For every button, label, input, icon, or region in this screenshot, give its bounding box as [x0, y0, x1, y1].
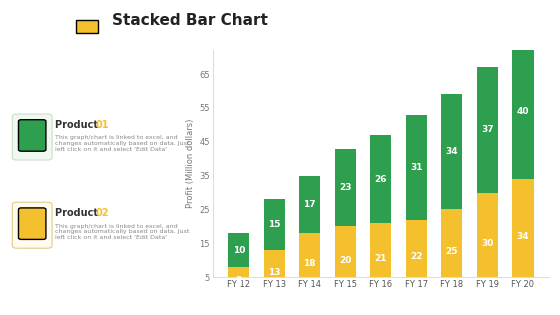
Bar: [228, 267, 249, 294]
Text: 02: 02: [96, 208, 109, 218]
Bar: [405, 115, 427, 220]
Text: 15: 15: [268, 220, 281, 229]
Text: 30: 30: [481, 239, 493, 248]
Bar: [405, 220, 427, 294]
Text: 01: 01: [96, 120, 109, 130]
Text: This graph/chart is linked to excel, and
changes automatically based on data. Ju: This graph/chart is linked to excel, and…: [55, 224, 189, 240]
Bar: [477, 192, 498, 294]
Text: This graph/chart is linked to excel, and
changes automatically based on data. Ju: This graph/chart is linked to excel, and…: [55, 135, 189, 152]
Bar: [512, 179, 534, 294]
Text: 10: 10: [232, 246, 245, 255]
Bar: [441, 94, 463, 209]
Text: Stacked Bar Chart: Stacked Bar Chart: [112, 13, 268, 28]
Text: 18: 18: [304, 259, 316, 268]
Text: 17: 17: [304, 200, 316, 209]
Text: 13: 13: [268, 268, 281, 277]
Text: Product: Product: [55, 120, 101, 130]
Text: 22: 22: [410, 252, 423, 261]
Text: 23: 23: [339, 183, 352, 192]
Text: 37: 37: [481, 125, 494, 135]
Bar: [370, 135, 391, 223]
Bar: [299, 233, 320, 294]
Bar: [441, 209, 463, 294]
Bar: [264, 250, 285, 294]
Text: 26: 26: [375, 175, 387, 184]
Bar: [335, 149, 356, 226]
Text: Product: Product: [55, 208, 101, 218]
Text: 20: 20: [339, 256, 352, 265]
Text: 25: 25: [446, 247, 458, 256]
Bar: [264, 199, 285, 250]
Text: 8: 8: [236, 276, 242, 285]
Bar: [370, 223, 391, 294]
Bar: [477, 67, 498, 192]
Bar: [335, 226, 356, 294]
Y-axis label: Profit (Million dollars): Profit (Million dollars): [186, 119, 195, 209]
Text: 34: 34: [516, 232, 529, 241]
Text: 40: 40: [517, 107, 529, 116]
Bar: [299, 176, 320, 233]
Bar: [228, 233, 249, 267]
Text: 31: 31: [410, 163, 423, 172]
Text: 21: 21: [375, 254, 387, 263]
Text: 34: 34: [446, 147, 458, 157]
Bar: [512, 44, 534, 179]
